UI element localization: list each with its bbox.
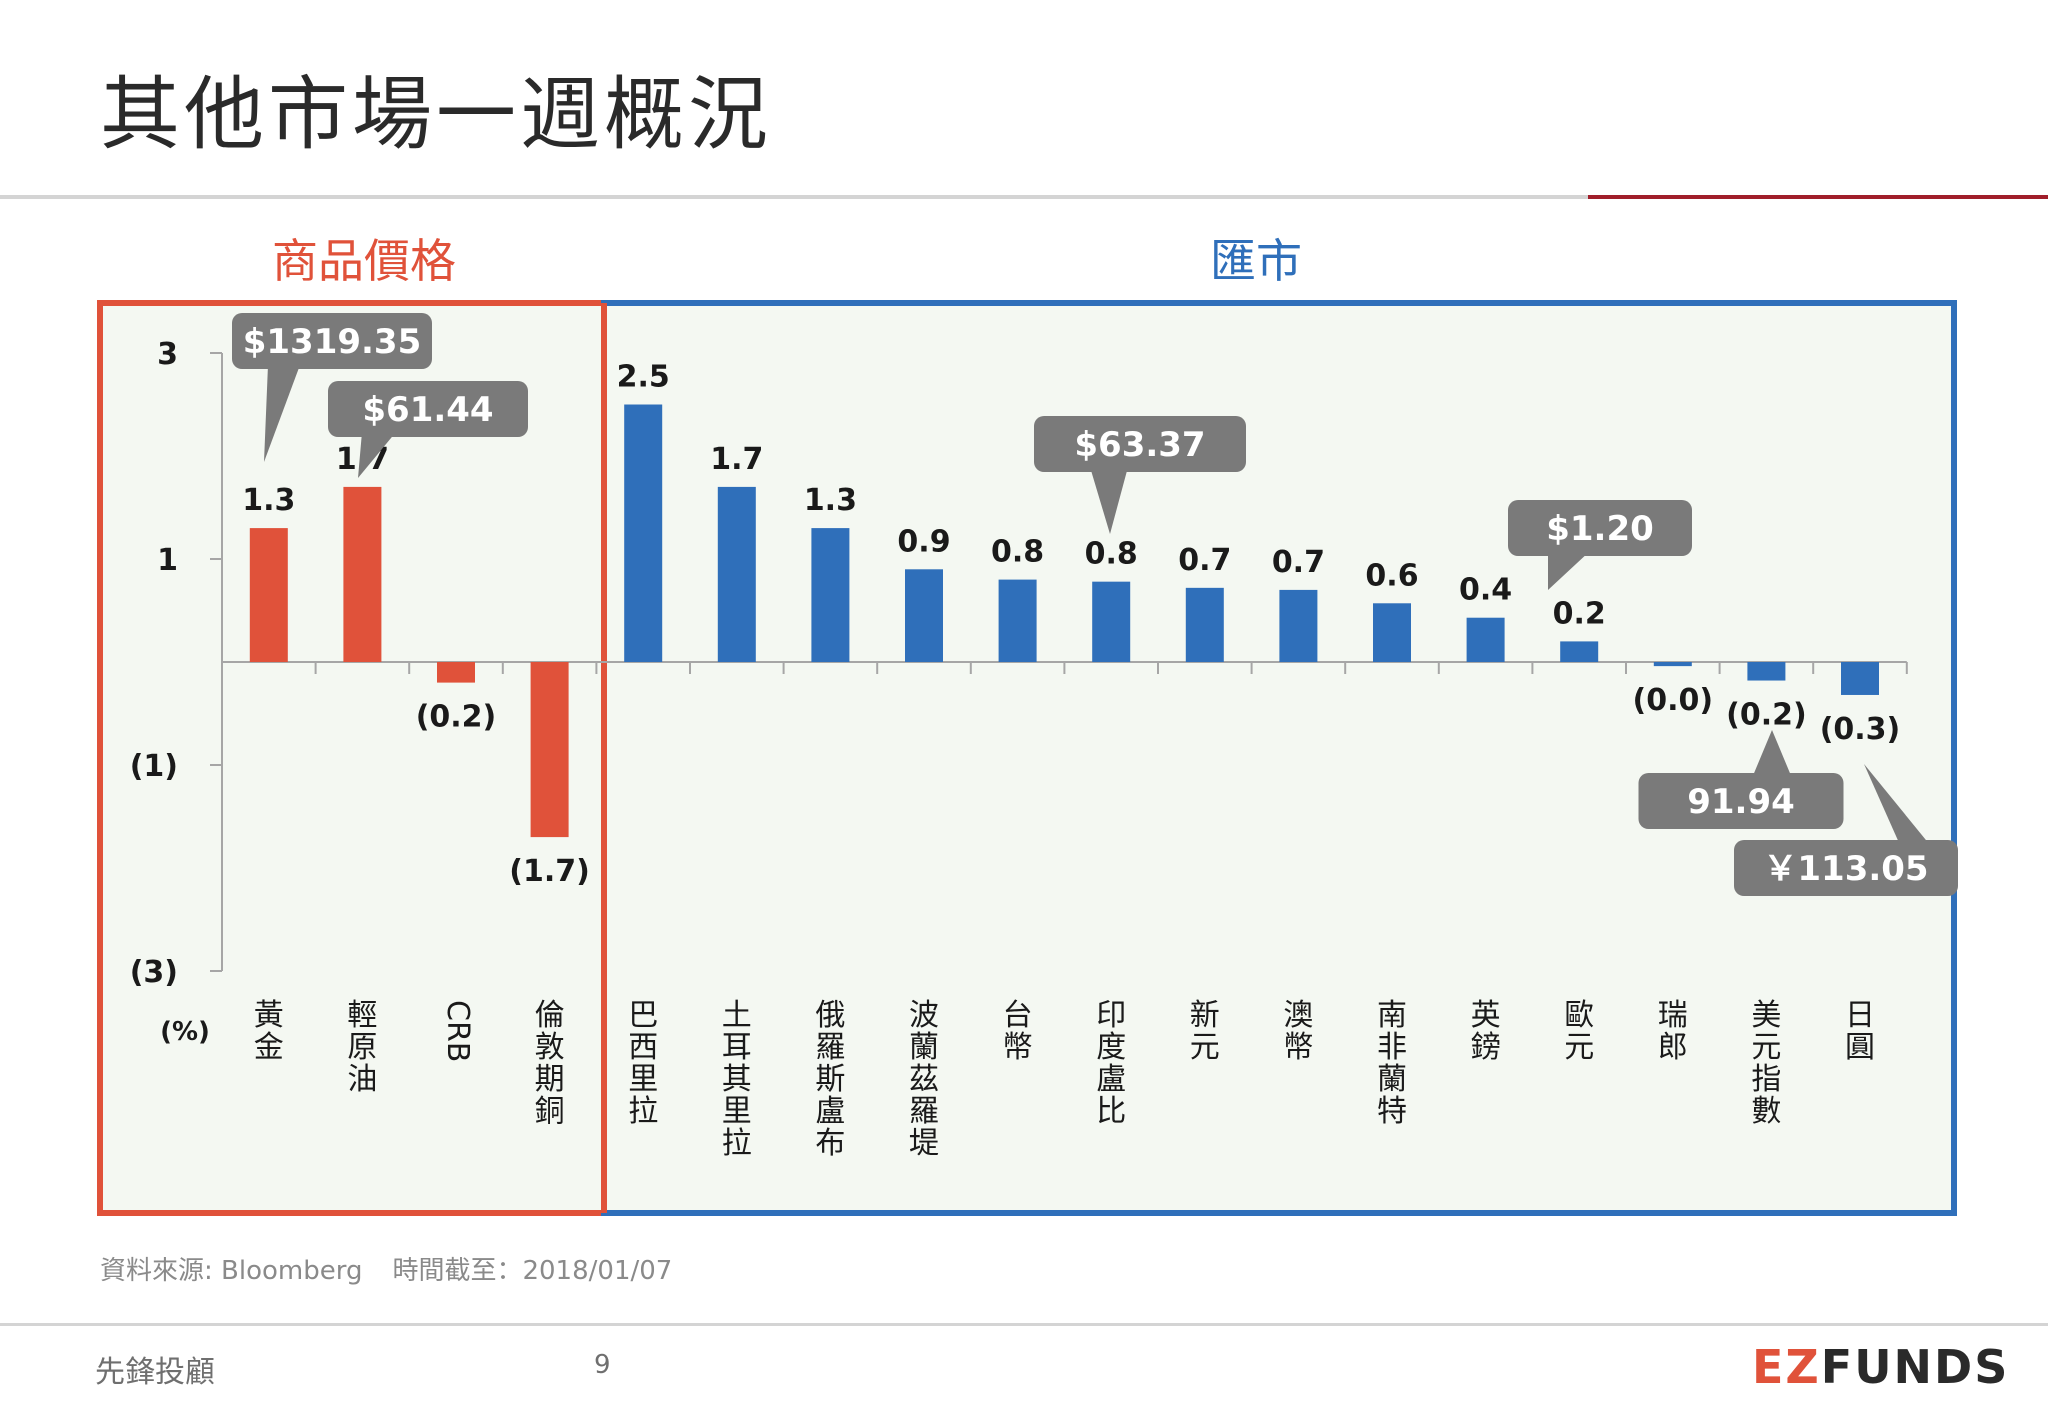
category-label: 輕原油 xyxy=(347,998,377,1097)
data-label: 1.7 xyxy=(710,442,763,477)
price-callout: ￥113.05 xyxy=(1734,764,1958,896)
bar xyxy=(343,486,382,662)
bar xyxy=(1185,587,1224,662)
data-label: 2.5 xyxy=(617,360,670,395)
fx-section-frame xyxy=(601,300,1957,1216)
callout-pointer xyxy=(1752,730,1792,778)
data-label: 0.8 xyxy=(991,535,1044,570)
data-label: 0.4 xyxy=(1459,573,1512,608)
bar xyxy=(437,662,475,683)
callout-text: $1319.35 xyxy=(243,322,422,362)
logo-funds: FUNDS xyxy=(1820,1340,2010,1394)
callout-pointer xyxy=(1548,551,1590,590)
bar xyxy=(1747,662,1786,681)
data-label: (0.3) xyxy=(1820,712,1901,747)
data-label: 1.3 xyxy=(804,483,857,518)
bar xyxy=(905,569,943,662)
title-divider xyxy=(0,195,2048,199)
bar xyxy=(1841,662,1879,695)
bar xyxy=(624,404,663,662)
callout-bubble xyxy=(328,381,528,437)
category-label: 澳幣 xyxy=(1283,998,1313,1065)
bar xyxy=(1560,641,1599,662)
data-label: 0.8 xyxy=(1085,537,1138,572)
price-callout: $63.37 xyxy=(1034,416,1246,534)
y-tick-label: (3) xyxy=(130,955,178,990)
bar xyxy=(530,662,569,838)
category-label: 倫敦期銅 xyxy=(535,998,565,1129)
bar xyxy=(249,528,288,662)
fx-section-label: 匯市 xyxy=(1210,234,1302,288)
callout-text: $61.44 xyxy=(362,390,493,430)
price-callout: $61.44 xyxy=(328,381,528,478)
callout-bubble xyxy=(1638,773,1844,829)
data-label: 0.7 xyxy=(1178,543,1231,578)
category-label: 日圓 xyxy=(1845,998,1875,1065)
category-label: 印度盧比 xyxy=(1096,998,1126,1129)
callout-bubble xyxy=(1734,840,1958,896)
y-tick-label: 3 xyxy=(157,337,178,372)
price-callout: 91.94 xyxy=(1638,730,1844,829)
category-label: 美元指數 xyxy=(1751,998,1781,1129)
bar xyxy=(717,486,756,662)
callout-bubble xyxy=(1508,500,1692,556)
y-tick-label: (1) xyxy=(130,749,178,784)
category-label: 俄羅斯盧布 xyxy=(815,998,845,1161)
data-label: (0.0) xyxy=(1633,683,1714,718)
data-label: (0.2) xyxy=(416,700,497,735)
price-callout: $1319.35 xyxy=(232,313,432,462)
commodity-section-label: 商品價格 xyxy=(272,234,456,288)
title-accent-line xyxy=(1588,195,2048,199)
category-label: 台幣 xyxy=(1003,998,1033,1065)
price-callout: $1.20 xyxy=(1508,500,1692,590)
category-label: 南非蘭特 xyxy=(1377,998,1407,1129)
data-label: 0.7 xyxy=(1272,545,1325,580)
logo-ez: EZ xyxy=(1752,1340,1821,1394)
data-label: (0.2) xyxy=(1726,698,1807,733)
category-label: CRB xyxy=(440,1000,475,1062)
bar xyxy=(1653,662,1692,667)
category-label: 巴西里拉 xyxy=(628,998,658,1129)
callout-pointer xyxy=(264,365,300,462)
commodity-section-frame xyxy=(97,300,607,1216)
unit-label: (%) xyxy=(160,1017,210,1047)
page-title: 其他市場一週概況 xyxy=(100,68,772,161)
category-label: 新元 xyxy=(1190,998,1220,1065)
category-label: 瑞郎 xyxy=(1658,998,1688,1065)
source-date: 時間截至：2018/01/07 xyxy=(392,1256,673,1286)
callout-pointer xyxy=(1090,467,1128,534)
callout-bubble xyxy=(232,313,432,369)
bar xyxy=(1279,589,1318,662)
data-label: 0.2 xyxy=(1553,596,1606,631)
category-label: 歐元 xyxy=(1564,998,1594,1065)
ezfunds-logo: EZFUNDS xyxy=(1752,1340,2009,1394)
data-label: (1.7) xyxy=(509,854,590,889)
footer-divider xyxy=(0,1323,2048,1326)
data-label: 0.9 xyxy=(897,524,950,559)
callout-text: $1.20 xyxy=(1546,509,1654,549)
category-label: 黃金 xyxy=(254,998,284,1065)
data-label: 1.3 xyxy=(242,483,295,518)
callout-pointer xyxy=(1864,764,1930,845)
category-label: 英鎊 xyxy=(1471,998,1501,1065)
callout-text: ￥113.05 xyxy=(1763,849,1928,889)
category-label: 波蘭茲羅堤 xyxy=(909,998,939,1161)
category-label: 土耳其里拉 xyxy=(722,998,752,1161)
data-label: 0.6 xyxy=(1365,558,1418,593)
footer-company-name: 先鋒投顧 xyxy=(95,1355,215,1390)
bar xyxy=(811,528,850,662)
y-tick-label: 1 xyxy=(157,543,178,578)
page-number: 9 xyxy=(594,1350,611,1380)
source-label: 資料來源: Bloomberg xyxy=(100,1256,363,1286)
source-note: 資料來源: Bloomberg 時間截至：2018/01/07 xyxy=(100,1250,672,1287)
weekly-market-bar-chart: 3 1 (1) (3) (%) 1.3 黃金 1.7 輕原油 (0.2) CRB (1.7) 倫敦期銅 2… xyxy=(97,300,1958,1216)
callout-bubble xyxy=(1034,416,1246,472)
bar xyxy=(998,579,1037,662)
bar xyxy=(1466,617,1505,662)
callout-text: $63.37 xyxy=(1074,425,1205,465)
bar xyxy=(1092,581,1131,662)
callout-pointer xyxy=(358,432,396,478)
bar xyxy=(1373,603,1411,662)
callout-text: 91.94 xyxy=(1687,782,1795,822)
